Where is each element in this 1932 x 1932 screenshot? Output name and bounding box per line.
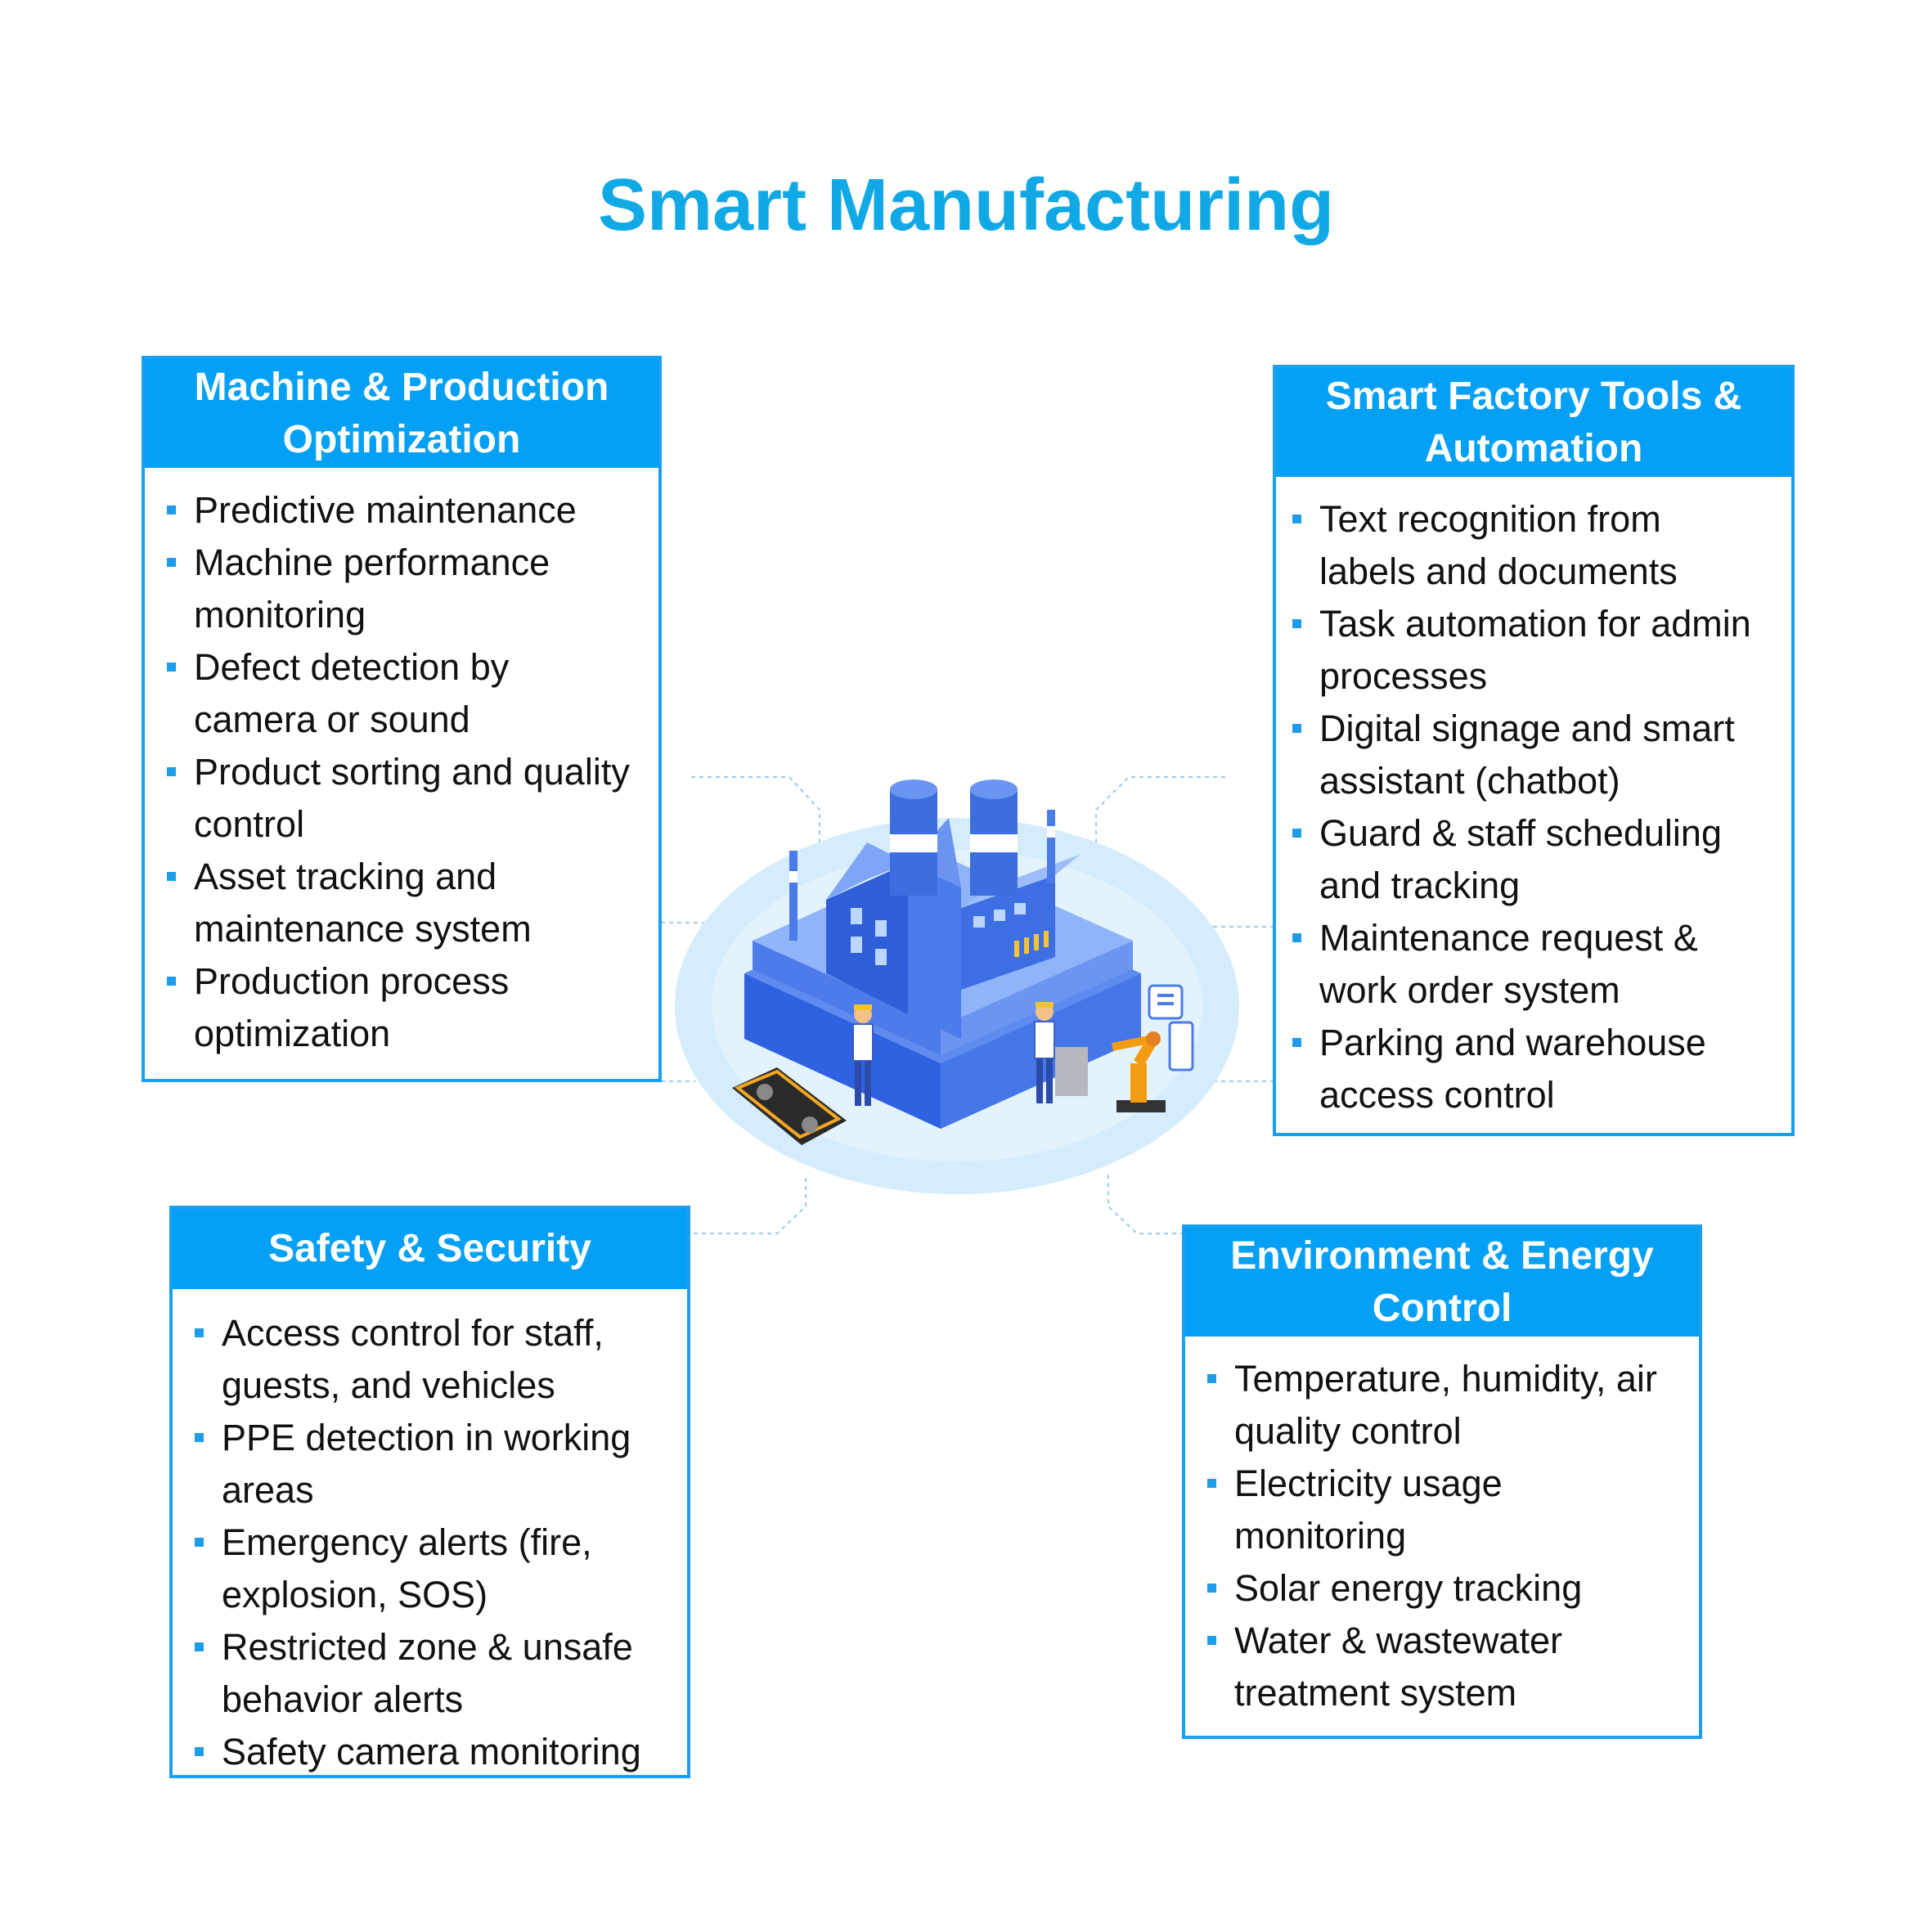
list-item: Machine performance monitoring <box>167 537 642 641</box>
card-list-safety: Access control for staff, guests, and ve… <box>173 1289 687 1778</box>
list-item: Electricity usage monitoring <box>1207 1458 1683 1562</box>
list-item: Text recognition from labels and documen… <box>1292 493 1775 598</box>
list-item: Restricted zone & unsafe behavior alerts <box>195 1621 671 1726</box>
card-list-machine: Predictive maintenance Machine performan… <box>145 468 658 1060</box>
card-machine-production: Machine & Production Optimization Predic… <box>142 356 662 1082</box>
list-item: Defect detection by camera or sound <box>167 641 642 746</box>
bullet-icon <box>1207 1636 1216 1645</box>
card-list-tools: Text recognition from labels and documen… <box>1276 477 1791 1121</box>
list-item: Solar energy tracking <box>1207 1562 1683 1615</box>
list-item: Task automation for admin processes <box>1292 598 1775 703</box>
card-header-safety: Safety & Security <box>173 1209 687 1289</box>
list-item: Production process optimization <box>167 955 642 1060</box>
list-item: Asset tracking and maintenance system <box>167 851 642 955</box>
bullet-icon <box>1292 724 1301 733</box>
bullet-icon <box>195 1538 204 1547</box>
bullet-icon <box>195 1433 204 1442</box>
bullet-icon <box>167 663 176 672</box>
list-item: Emergency alerts (fire, explosion, SOS) <box>195 1516 671 1621</box>
bullet-icon <box>1292 619 1301 628</box>
card-environment-energy: Environment & Energy Control Temperature… <box>1182 1224 1702 1739</box>
list-item: Guard & staff scheduling and tracking <box>1292 807 1775 912</box>
card-safety-security: Safety & Security Access control for sta… <box>169 1206 690 1778</box>
bullet-icon <box>1292 829 1301 838</box>
bullet-icon <box>167 872 176 881</box>
bullet-icon <box>1292 1038 1301 1047</box>
bullet-icon <box>1207 1374 1216 1383</box>
list-item: Safety camera monitoring <box>195 1726 671 1778</box>
bullet-icon <box>167 558 176 567</box>
factory-illustration <box>675 780 1239 1194</box>
page-title: Smart Manufacturing <box>597 164 1335 246</box>
bullet-icon <box>167 977 176 986</box>
list-item: PPE detection in working areas <box>195 1412 671 1516</box>
list-item: Digital signage and smart assistant (cha… <box>1292 703 1775 807</box>
list-item: Temperature, humidity, air quality contr… <box>1207 1353 1683 1458</box>
bullet-icon <box>195 1328 204 1337</box>
bullet-icon <box>195 1747 204 1756</box>
bullet-icon <box>1207 1479 1216 1488</box>
card-header-environment: Environment & Energy Control <box>1185 1228 1699 1337</box>
bullet-icon <box>167 505 176 514</box>
bullet-icon <box>1207 1584 1216 1593</box>
card-smart-factory-tools: Smart Factory Tools & Automation Text re… <box>1273 365 1795 1136</box>
list-item: Water & wastewater treatment system <box>1207 1615 1683 1719</box>
list-item: Access control for staff, guests, and ve… <box>195 1307 671 1412</box>
list-item: Product sorting and quality control <box>167 746 642 851</box>
list-item: Parking and warehouse access control <box>1292 1017 1775 1121</box>
card-list-environment: Temperature, humidity, air quality contr… <box>1185 1337 1699 1719</box>
list-item: Maintenance request & work order system <box>1292 912 1775 1017</box>
card-header-machine: Machine & Production Optimization <box>145 359 658 468</box>
list-item: Predictive maintenance <box>167 484 642 537</box>
bullet-icon <box>167 767 176 776</box>
bullet-icon <box>195 1642 204 1651</box>
card-header-tools: Smart Factory Tools & Automation <box>1276 368 1791 477</box>
bullet-icon <box>1292 933 1301 942</box>
bullet-icon <box>1292 514 1301 523</box>
